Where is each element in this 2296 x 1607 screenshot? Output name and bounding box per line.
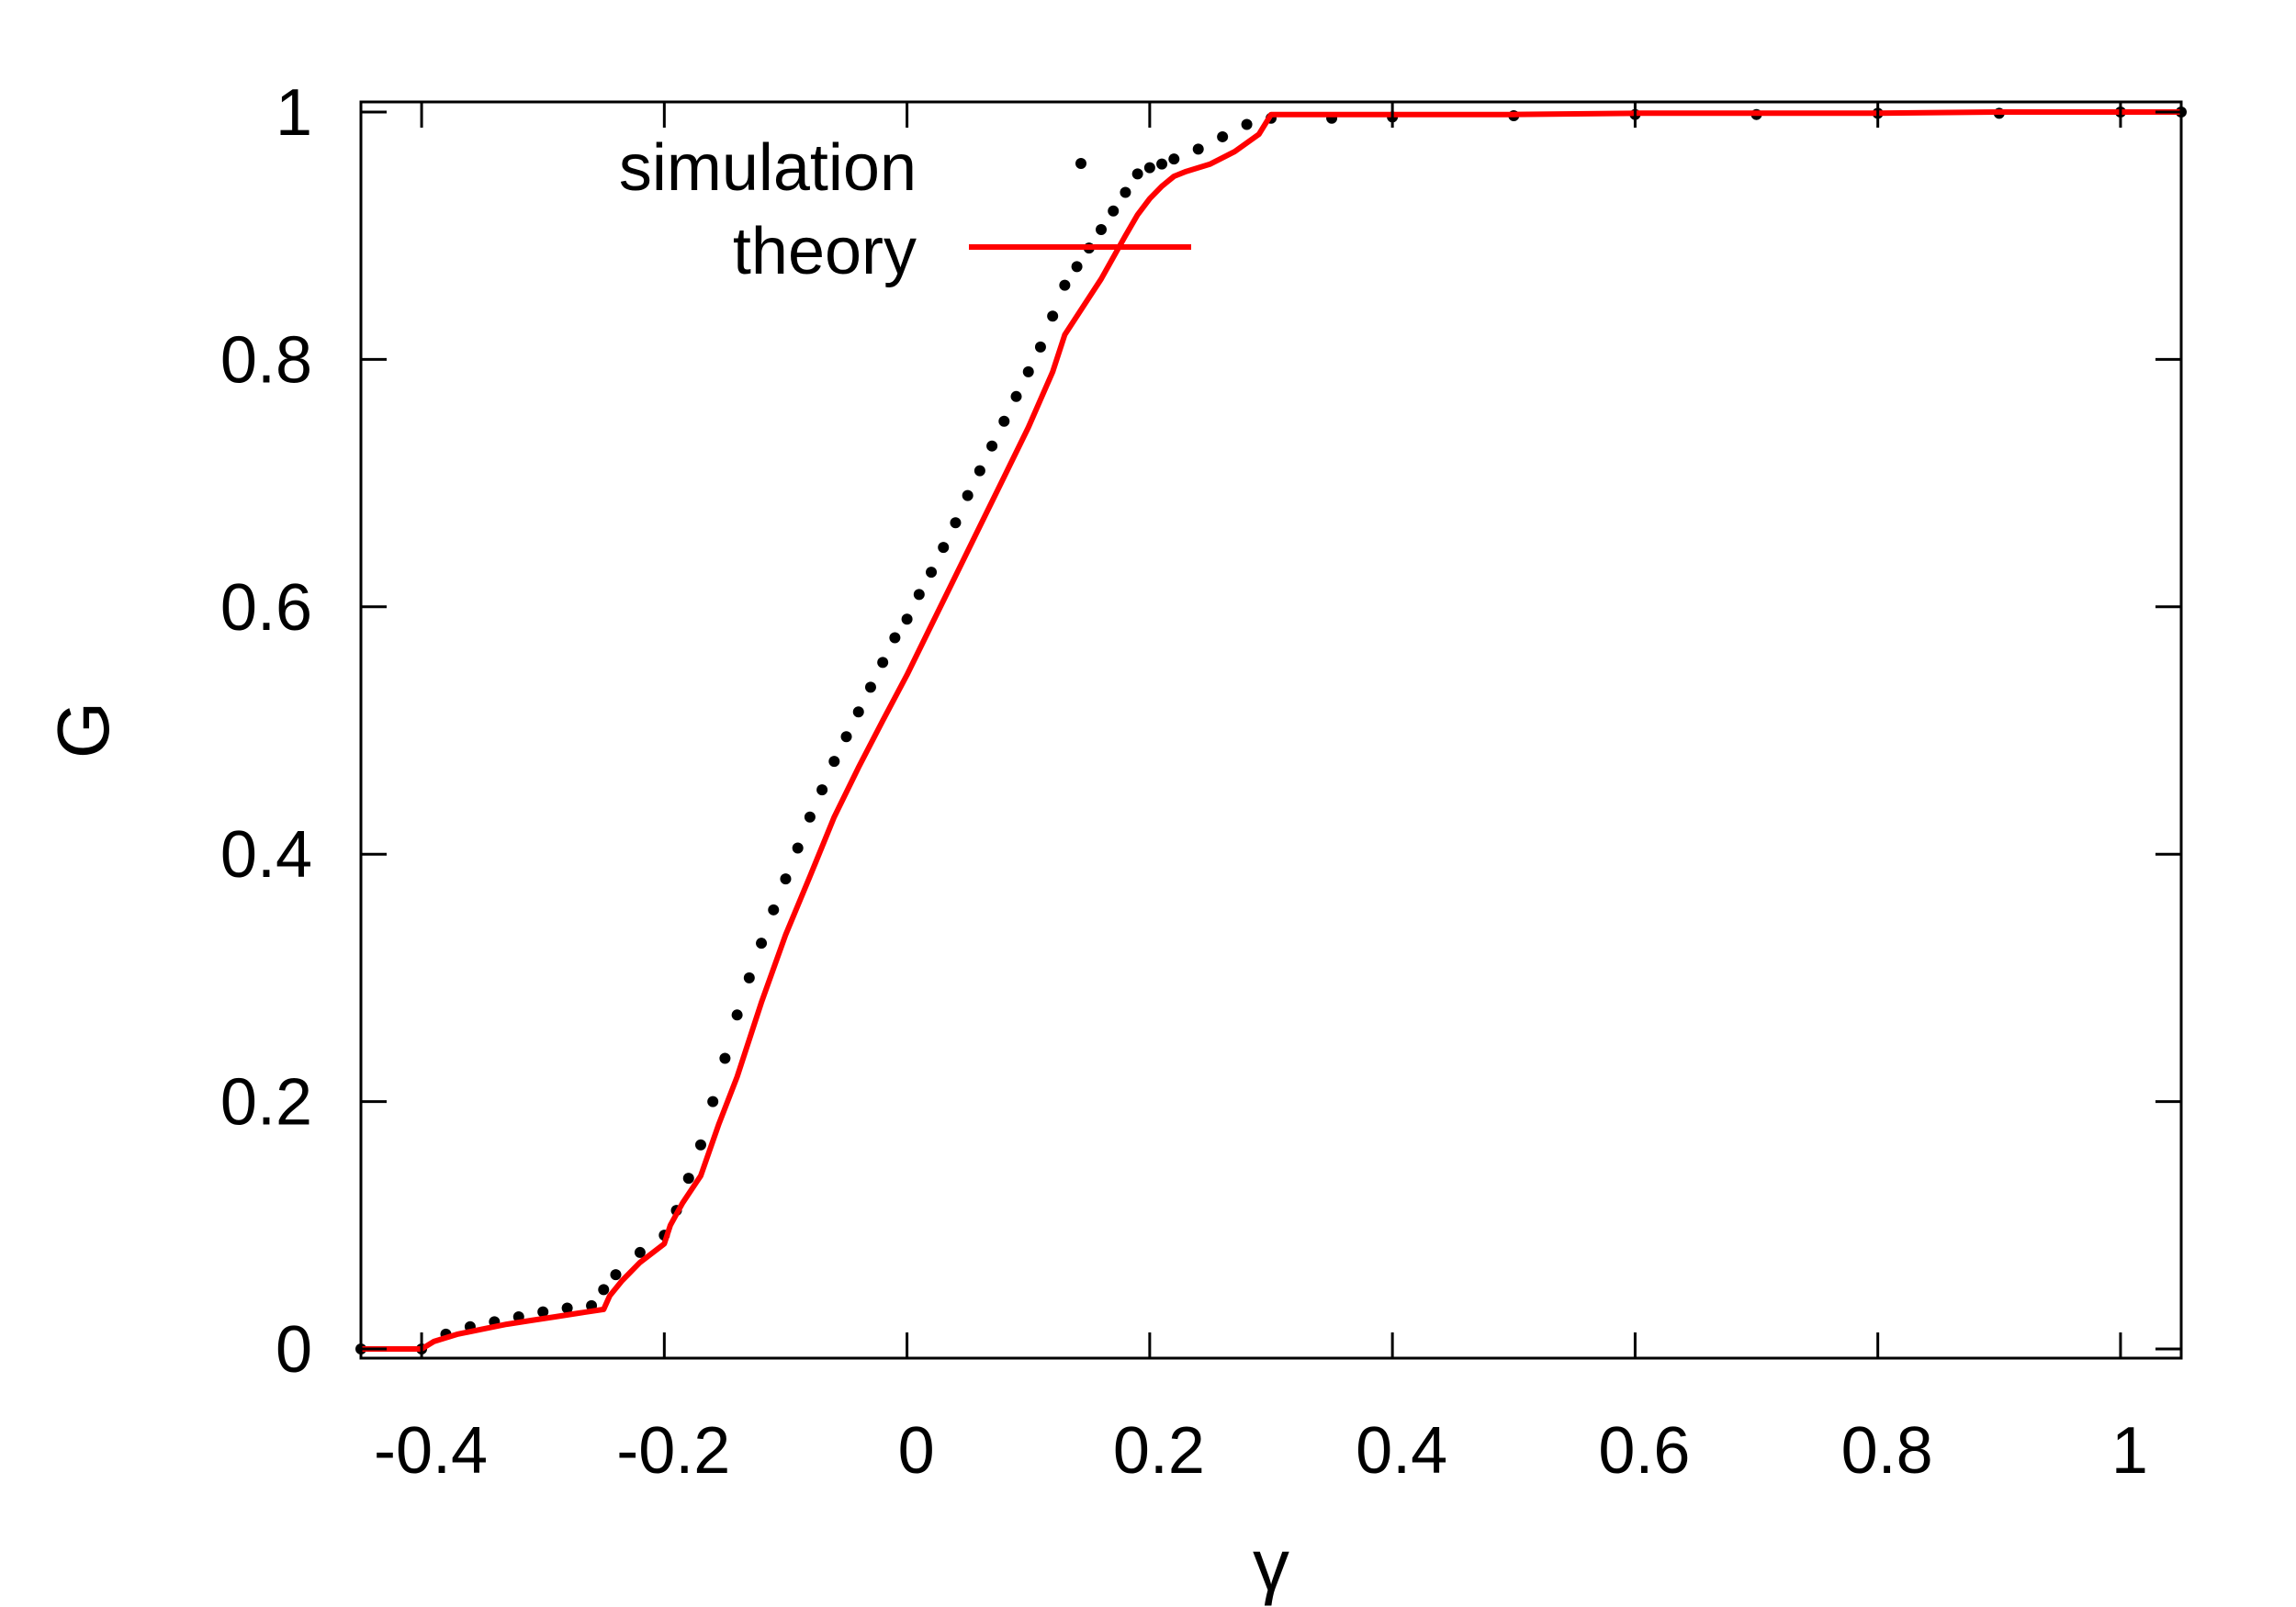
simulation-point: [840, 731, 852, 743]
simulation-point: [743, 972, 755, 983]
simulation-point: [1192, 143, 1204, 155]
simulation-point: [610, 1269, 622, 1281]
simulation-point: [694, 1139, 706, 1151]
x-tick-label: -0.2: [616, 1414, 730, 1488]
simulation-point: [926, 567, 938, 579]
x-tick-label: 0.4: [1356, 1414, 1447, 1488]
x-tick-label: 0.2: [1113, 1414, 1205, 1488]
simulation-point: [864, 681, 876, 693]
simulation-point: [1168, 153, 1180, 165]
simulation-point: [986, 440, 998, 452]
x-tick-label: 0.8: [1841, 1414, 1933, 1488]
y-tick-label: 1: [276, 76, 312, 150]
simulation-point: [1034, 341, 1046, 353]
simulation-point: [974, 465, 985, 477]
simulation-point: [1071, 261, 1083, 273]
legend-label-simulation: simulation: [619, 131, 917, 205]
tick-labels: -0.4 -0.2 0 0.2 0.4 0.6 0.8 1 0 0.2 0.4 0.6 0.8 1: [220, 76, 2148, 1488]
simulation-point: [561, 1302, 573, 1314]
ticks: [361, 102, 2181, 1358]
simulation-point: [828, 756, 840, 768]
simulation-point: [792, 842, 804, 854]
simulation-point: [889, 632, 901, 644]
simulation-point: [816, 784, 828, 796]
simulation-point: [634, 1246, 646, 1258]
simulation-point: [1217, 130, 1229, 142]
x-tick-label: -0.4: [374, 1414, 488, 1488]
simulation-point: [877, 657, 889, 669]
simulation-point: [537, 1306, 549, 1318]
simulation-point: [731, 1009, 743, 1021]
simulation-point: [1096, 223, 1108, 235]
x-tick-label: 0.6: [1598, 1414, 1690, 1488]
simulation-point: [707, 1096, 719, 1107]
simulation-point: [1241, 118, 1253, 130]
simulation-point: [1047, 310, 1059, 322]
simulation-point: [1131, 168, 1143, 180]
simulation-point: [768, 904, 780, 916]
legend-marker-simulation: [1075, 158, 1086, 169]
simulation-point: [1022, 365, 1034, 377]
simulation-point: [998, 415, 1010, 427]
simulation-point: [962, 489, 974, 501]
simulation-point: [913, 589, 925, 601]
y-tick-label: 0.8: [220, 323, 312, 397]
simulation-point: [1120, 186, 1131, 198]
simulation-point: [1010, 390, 1022, 402]
y-tick-label: 0.2: [220, 1066, 312, 1140]
simulation-point: [756, 938, 768, 950]
x-tick-label: 0: [898, 1414, 935, 1488]
simulation-point: [901, 613, 913, 625]
legend: simulation theory: [619, 131, 1191, 288]
simulation-point: [1156, 158, 1168, 170]
x-axis-title: γ: [1253, 1524, 1289, 1606]
plot-marks: [355, 107, 2187, 1354]
x-tick-label: 1: [2111, 1414, 2148, 1488]
simulation-point: [804, 811, 816, 823]
y-tick-label: 0.6: [220, 571, 312, 645]
simulation-point: [1059, 279, 1071, 291]
simulation-point: [938, 542, 950, 554]
plot-frame: [359, 100, 2183, 1360]
simulation-point: [682, 1173, 694, 1185]
simulation-point: [719, 1052, 731, 1064]
y-axis-title: G: [42, 702, 124, 759]
legend-label-theory: theory: [733, 215, 917, 288]
y-tick-label: 0: [276, 1313, 312, 1387]
simulation-point: [598, 1284, 610, 1296]
simulation-point: [852, 706, 864, 718]
simulation-point: [780, 873, 792, 885]
simulation-point: [1108, 205, 1120, 217]
y-tick-label: 0.4: [220, 818, 312, 892]
simulation-point: [1143, 162, 1155, 174]
simulation-point: [950, 517, 962, 529]
theory-line: [361, 109, 2181, 1352]
